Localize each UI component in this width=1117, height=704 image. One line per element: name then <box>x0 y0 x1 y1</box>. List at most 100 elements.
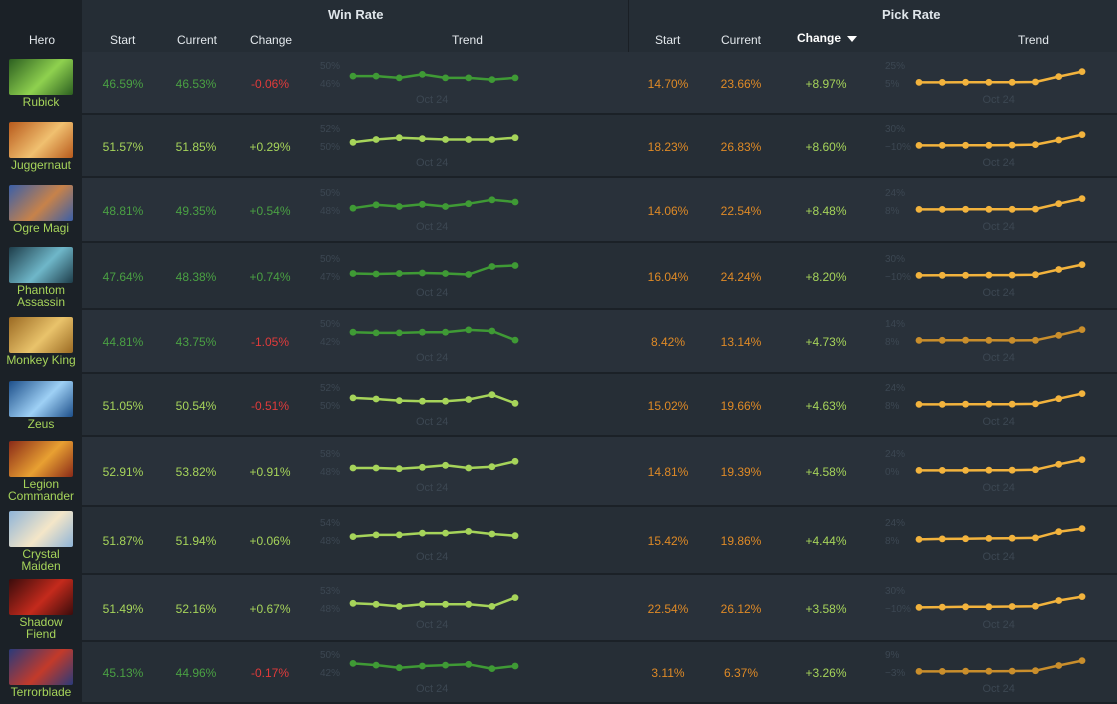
column-header-hero[interactable]: Hero <box>29 33 56 47</box>
pick-trend-point[interactable] <box>915 337 923 344</box>
column-header-win-current[interactable]: Current <box>177 33 218 47</box>
pick-trend-point[interactable] <box>1008 400 1016 408</box>
win-trend-point[interactable] <box>511 261 519 269</box>
hero-portrait[interactable] <box>9 185 73 221</box>
hero-portrait[interactable] <box>9 122 73 158</box>
win-trend-point[interactable] <box>419 600 426 608</box>
win-trend-point[interactable] <box>442 529 449 537</box>
hero-name[interactable]: Phantom <box>16 283 66 297</box>
win-trend-point[interactable] <box>419 397 426 405</box>
pick-trend-point[interactable] <box>1078 657 1086 664</box>
pick-trend-point[interactable] <box>1008 337 1016 344</box>
win-trend-point[interactable] <box>442 74 449 81</box>
hero-name[interactable]: Zeus <box>27 417 55 431</box>
pick-trend-point[interactable] <box>1008 271 1016 278</box>
win-trend-point[interactable] <box>488 463 496 471</box>
win-trend-point[interactable] <box>372 200 380 208</box>
win-trend-point[interactable] <box>419 70 426 78</box>
win-trend-point[interactable] <box>372 270 380 277</box>
column-header-pick-change[interactable]: Change <box>797 31 858 45</box>
column-header-pick-current[interactable]: Current <box>721 33 762 47</box>
pick-trend-point[interactable] <box>938 668 946 675</box>
pick-trend-point[interactable] <box>938 205 946 213</box>
win-trend-point[interactable] <box>488 135 496 143</box>
pick-trend-point[interactable] <box>962 205 969 213</box>
table-row[interactable]: Juggernaut 51.57% 51.85% +0.29% 18.23% 26.83%… <box>0 115 1117 178</box>
hero-name[interactable]: Legion <box>22 477 60 491</box>
hero-name[interactable]: Fiend <box>25 627 57 641</box>
win-trend-point[interactable] <box>349 204 357 212</box>
pick-trend-point[interactable] <box>938 141 946 149</box>
win-trend-point[interactable] <box>511 662 519 670</box>
win-trend-point[interactable] <box>372 329 380 337</box>
win-trend-point[interactable] <box>488 327 496 335</box>
win-trend-point[interactable] <box>419 134 426 142</box>
win-trend-point[interactable] <box>465 326 473 334</box>
pick-trend-point[interactable] <box>985 400 993 408</box>
pick-trend-point[interactable] <box>1055 460 1063 468</box>
pick-trend-point[interactable] <box>1008 78 1016 86</box>
win-trend-point[interactable] <box>349 533 357 540</box>
pick-trend-point[interactable] <box>1078 130 1086 138</box>
table-row[interactable]: Ogre Magi 48.81% 49.35% +0.54% 14.06% 22.54% +… <box>0 178 1117 243</box>
pick-trend-point[interactable] <box>938 467 946 474</box>
pick-trend-point[interactable] <box>1032 140 1039 148</box>
win-trend-point[interactable] <box>419 463 426 471</box>
hero-portrait[interactable] <box>9 317 73 353</box>
pick-trend-point[interactable] <box>985 667 993 675</box>
pick-trend-point[interactable] <box>1055 596 1063 604</box>
win-trend-point[interactable] <box>419 269 426 276</box>
pick-trend-point[interactable] <box>1055 136 1063 143</box>
win-trend-point[interactable] <box>395 329 403 337</box>
win-trend-point[interactable] <box>419 662 426 670</box>
win-trend-point[interactable] <box>372 600 380 608</box>
pick-trend-point[interactable] <box>1055 72 1063 80</box>
table-row[interactable]: Shadow Fiend 51.49% 52.16% +0.67% 22.54% 26.12… <box>0 575 1117 642</box>
pick-trend-point[interactable] <box>985 141 993 149</box>
pick-trend-point[interactable] <box>1078 326 1086 333</box>
pick-trend-point[interactable] <box>915 400 923 408</box>
win-trend-point[interactable] <box>465 74 473 81</box>
pick-trend-point[interactable] <box>1008 602 1016 610</box>
win-trend-point[interactable] <box>511 532 519 540</box>
win-trend-point[interactable] <box>395 531 403 539</box>
pick-trend-point[interactable] <box>915 603 923 611</box>
win-trend-point[interactable] <box>465 395 473 403</box>
win-trend-point[interactable] <box>395 202 403 210</box>
table-row[interactable]: Rubick 46.59% 46.53% -0.06% 14.70% 23.66% +8.9… <box>0 52 1117 115</box>
pick-trend-point[interactable] <box>962 602 969 610</box>
hero-portrait[interactable] <box>9 247 73 283</box>
win-trend-point[interactable] <box>419 529 426 537</box>
win-trend-point[interactable] <box>488 665 496 672</box>
pick-trend-point[interactable] <box>1032 78 1039 85</box>
pick-trend-point[interactable] <box>1078 456 1086 463</box>
win-trend-point[interactable] <box>511 457 519 465</box>
win-trend-point[interactable] <box>372 395 380 402</box>
pick-trend-point[interactable] <box>962 78 969 86</box>
win-trend-point[interactable] <box>419 328 426 336</box>
pick-trend-point[interactable] <box>1032 270 1039 278</box>
win-trend-point[interactable] <box>395 133 403 141</box>
win-trend-point[interactable] <box>372 661 380 669</box>
pick-trend-point[interactable] <box>915 205 923 213</box>
hero-name[interactable]: Juggernaut <box>10 158 72 172</box>
win-trend-point[interactable] <box>442 269 449 277</box>
pick-trend-point[interactable] <box>938 78 946 86</box>
hero-name[interactable]: Commander <box>7 489 75 503</box>
pick-trend-point[interactable] <box>985 78 993 86</box>
table-row[interactable]: Monkey King 44.81% 43.75% -1.05% 8.42% 13.14%… <box>0 310 1117 374</box>
pick-trend-point[interactable] <box>1032 205 1039 212</box>
pick-trend-point[interactable] <box>1055 528 1063 536</box>
win-trend-point[interactable] <box>465 660 473 668</box>
pick-trend-point[interactable] <box>1008 141 1016 148</box>
pick-trend-point[interactable] <box>938 400 946 408</box>
pick-trend-point[interactable] <box>1008 466 1016 474</box>
win-trend-point[interactable] <box>511 593 519 601</box>
win-trend-point[interactable] <box>372 531 380 539</box>
win-trend-point[interactable] <box>395 465 403 473</box>
column-header-win-change[interactable]: Change <box>250 33 293 47</box>
pick-trend-point[interactable] <box>985 535 993 542</box>
win-trend-point[interactable] <box>372 464 380 472</box>
win-trend-point[interactable] <box>465 199 473 207</box>
pick-trend-point[interactable] <box>985 466 993 474</box>
